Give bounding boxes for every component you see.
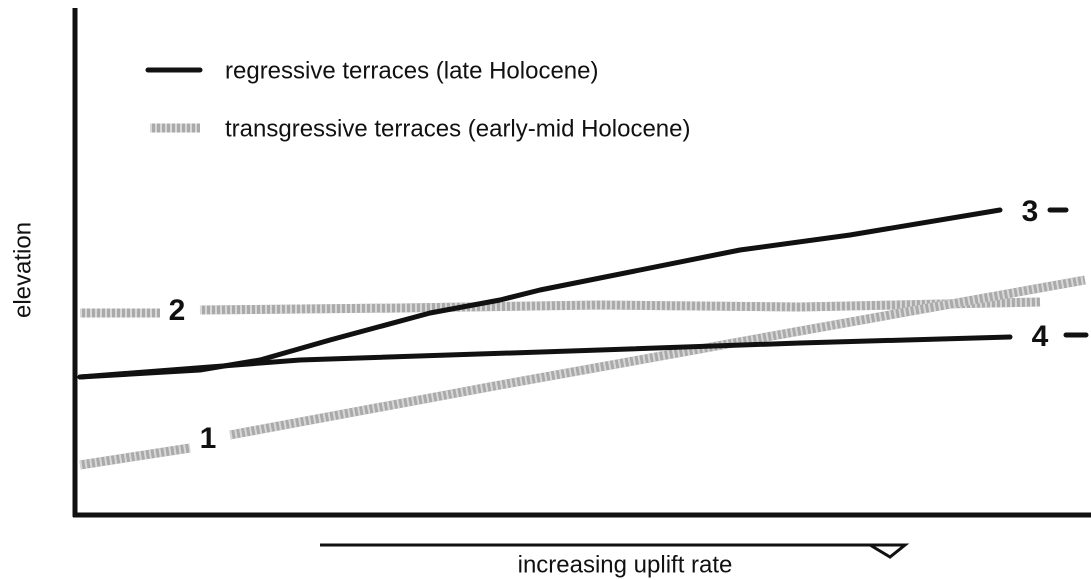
legend-label: transgressive terraces (early-mid Holoce… [225, 115, 691, 142]
legend-label: regressive terraces (late Holocene) [225, 57, 599, 84]
uplift-arrow [320, 543, 910, 559]
line-label: 1 [200, 422, 217, 455]
x-axis-label: increasing uplift rate [518, 551, 733, 578]
line-label: 4 [1032, 320, 1049, 353]
y-axis-label: elevation [9, 222, 36, 318]
line-label: 3 [1022, 195, 1039, 228]
transgressive-line-2 [80, 297, 1041, 318]
line-label: 2 [169, 294, 186, 327]
transgressive-line-1 [79, 275, 1086, 470]
regressive-line-4 [77, 334, 1013, 380]
